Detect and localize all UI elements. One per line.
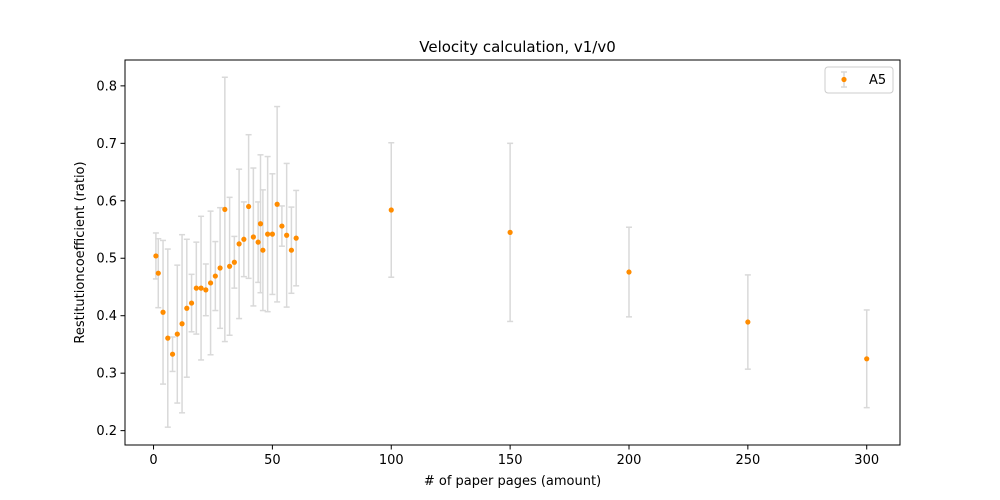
data-point xyxy=(227,263,233,269)
data-point xyxy=(165,335,171,341)
series-a5 xyxy=(152,76,870,428)
data-point xyxy=(198,285,204,291)
data-point xyxy=(284,232,290,238)
data-point xyxy=(265,231,271,237)
y-tick-label: 0.6 xyxy=(96,194,117,209)
y-tick-label: 0.7 xyxy=(96,137,117,152)
data-point xyxy=(288,247,295,253)
chart-title: Velocity calculation, v1/v0 xyxy=(419,38,616,56)
data-point xyxy=(745,319,751,325)
x-tick-label: 150 xyxy=(498,453,523,468)
x-axis: 0 50 100 150 200 250 300 xyxy=(149,445,879,468)
data-point xyxy=(160,309,166,315)
x-tick-label: 300 xyxy=(854,453,879,468)
y-tick-label: 0.5 xyxy=(96,252,117,267)
x-tick-label: 100 xyxy=(379,453,404,468)
data-point xyxy=(188,300,195,306)
data-point xyxy=(203,287,209,293)
y-tick-label: 0.3 xyxy=(96,367,117,382)
x-tick-label: 50 xyxy=(264,453,281,468)
data-point xyxy=(184,305,190,311)
data-point xyxy=(169,351,176,357)
data-point xyxy=(250,234,256,240)
axes-frame xyxy=(124,59,901,446)
plot-area xyxy=(152,76,870,428)
data-point xyxy=(217,265,223,271)
data-point xyxy=(274,201,280,207)
data-point xyxy=(236,241,242,247)
x-tick-label: 200 xyxy=(617,453,642,468)
x-tick-label: 250 xyxy=(735,453,760,468)
data-point xyxy=(260,247,266,253)
y-tick-label: 0.2 xyxy=(96,424,117,439)
data-point xyxy=(864,356,870,362)
data-point xyxy=(212,273,218,279)
data-point xyxy=(255,239,261,245)
y-axis-label: Restitutioncoefficient (ratio) xyxy=(73,161,88,343)
data-point xyxy=(231,259,237,265)
data-point xyxy=(155,270,161,276)
data-point xyxy=(388,207,394,213)
y-tick-label: 0.4 xyxy=(96,309,117,324)
legend: A5 xyxy=(824,66,894,94)
x-axis-label: # of paper pages (amount) xyxy=(424,474,601,489)
x-tick-label: 0 xyxy=(149,453,157,468)
data-point xyxy=(507,229,513,235)
data-point xyxy=(241,236,247,242)
data-point xyxy=(153,253,159,259)
data-point xyxy=(179,321,185,327)
data-point xyxy=(293,235,299,241)
data-point xyxy=(193,285,199,291)
legend-point-marker xyxy=(841,76,847,83)
data-point xyxy=(257,221,264,227)
data-point xyxy=(207,280,214,286)
data-point xyxy=(626,269,632,275)
data-point xyxy=(279,223,285,229)
y-tick-label: 0.8 xyxy=(96,79,117,94)
data-point xyxy=(269,231,275,237)
legend-entry-a5: A5 xyxy=(869,73,886,88)
data-point xyxy=(174,331,180,337)
data-point xyxy=(222,206,228,213)
data-point xyxy=(246,203,252,210)
y-axis: 0.2 0.3 0.4 0.5 0.6 0.7 0.8 xyxy=(96,79,125,439)
